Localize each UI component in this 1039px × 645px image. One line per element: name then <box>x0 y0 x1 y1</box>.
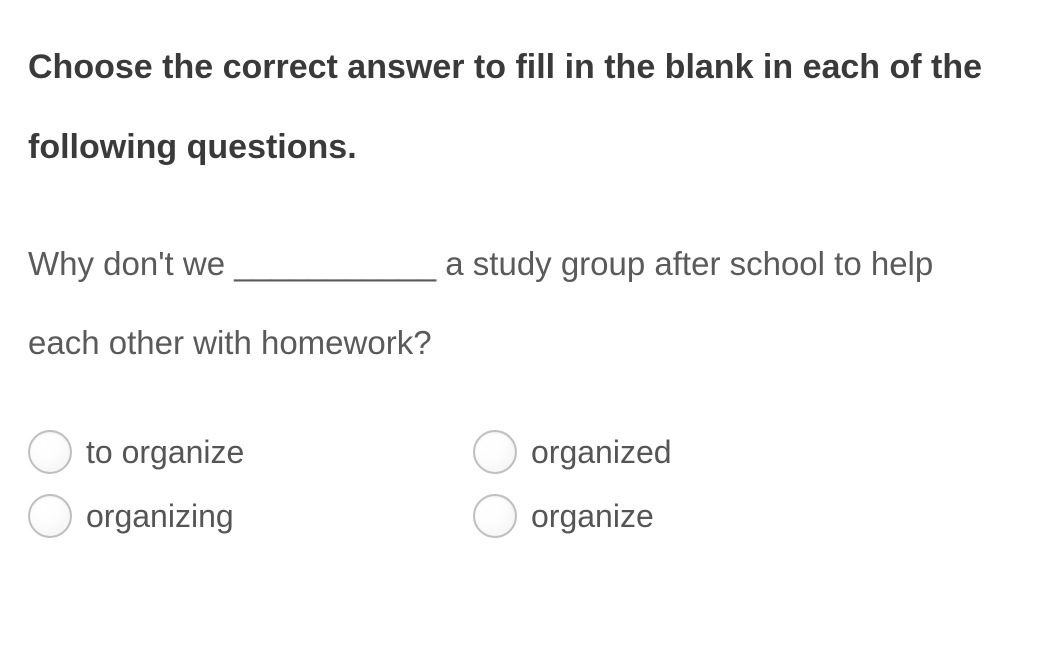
option-label: organized <box>531 434 672 471</box>
options-grid: to organize organized organizing organiz… <box>28 430 908 538</box>
option-label: organize <box>531 498 654 535</box>
instruction-text: Choose the correct answer to fill in the… <box>28 28 1011 188</box>
option-label: to organize <box>86 434 244 471</box>
option-to-organize[interactable]: to organize <box>28 430 463 474</box>
radio-icon <box>473 494 517 538</box>
question-text: Why don't we ___________ a study group a… <box>28 224 1011 382</box>
option-organizing[interactable]: organizing <box>28 494 463 538</box>
option-organize[interactable]: organize <box>473 494 908 538</box>
radio-icon <box>473 430 517 474</box>
option-label: organizing <box>86 498 234 535</box>
radio-icon <box>28 430 72 474</box>
radio-icon <box>28 494 72 538</box>
quiz-container: Choose the correct answer to fill in the… <box>0 0 1039 538</box>
option-organized[interactable]: organized <box>473 430 908 474</box>
